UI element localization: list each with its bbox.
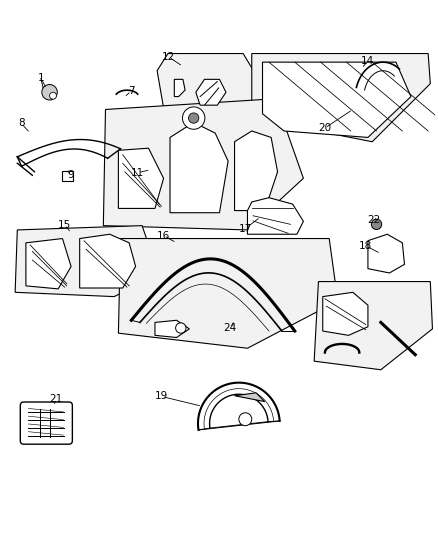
Polygon shape (155, 320, 189, 337)
Text: 14: 14 (360, 56, 374, 66)
Polygon shape (118, 148, 163, 208)
Circle shape (49, 92, 57, 99)
Circle shape (42, 85, 57, 100)
Text: 9: 9 (67, 170, 74, 180)
Text: 12: 12 (162, 52, 175, 62)
Circle shape (188, 113, 198, 123)
Polygon shape (367, 234, 403, 273)
Polygon shape (80, 234, 135, 288)
Polygon shape (170, 123, 228, 213)
Text: 11: 11 (131, 168, 144, 177)
Polygon shape (262, 62, 410, 138)
Polygon shape (26, 239, 71, 289)
Polygon shape (322, 292, 367, 335)
Text: 20: 20 (318, 123, 331, 133)
Polygon shape (62, 171, 73, 181)
Circle shape (371, 219, 381, 230)
Text: 24: 24 (223, 323, 237, 333)
Polygon shape (195, 79, 226, 105)
Text: 8: 8 (18, 118, 25, 128)
Text: 18: 18 (358, 241, 371, 251)
Text: 19: 19 (155, 391, 168, 401)
Text: 21: 21 (49, 393, 63, 403)
Text: 16: 16 (157, 231, 170, 240)
Circle shape (182, 107, 205, 130)
Text: 17: 17 (238, 224, 251, 233)
Polygon shape (15, 225, 159, 297)
Text: 15: 15 (58, 220, 71, 230)
Polygon shape (251, 53, 429, 142)
Polygon shape (234, 131, 277, 211)
Text: 7: 7 (128, 86, 134, 96)
Polygon shape (314, 281, 431, 370)
Circle shape (175, 323, 186, 333)
Polygon shape (234, 393, 264, 401)
FancyBboxPatch shape (20, 402, 72, 444)
Text: 1: 1 (38, 73, 44, 83)
Circle shape (238, 413, 251, 426)
Text: 22: 22 (366, 215, 379, 225)
Polygon shape (247, 198, 303, 234)
Polygon shape (103, 99, 303, 230)
Polygon shape (157, 53, 268, 125)
Polygon shape (118, 239, 337, 348)
Polygon shape (174, 79, 185, 96)
